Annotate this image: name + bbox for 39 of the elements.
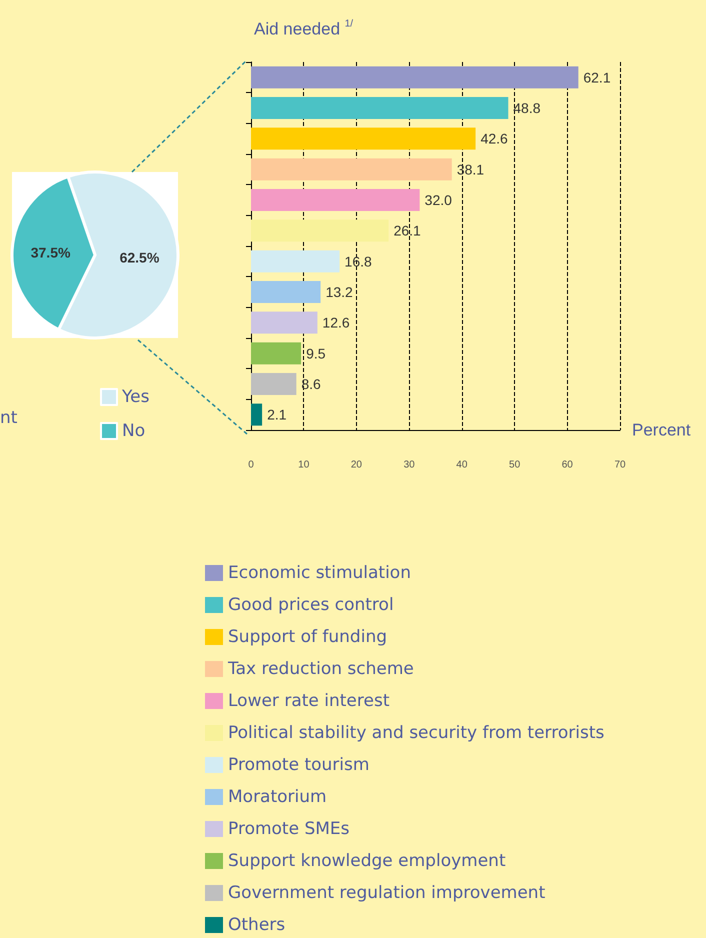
legend-label: Promote tourism xyxy=(228,755,370,775)
data-label: 32.0 xyxy=(424,192,452,208)
data-label: 37.5% xyxy=(30,244,71,260)
data-label: 42.6 xyxy=(480,130,508,147)
legend-label: Support knowledge employment xyxy=(228,851,506,871)
x-axis-title: Percent xyxy=(632,420,691,440)
chart-title: Aid needed 1/ xyxy=(254,18,354,38)
data-label: 38.1 xyxy=(456,161,484,178)
legend-label: Promote SMEs xyxy=(228,819,350,839)
data-label: 26.1 xyxy=(394,222,422,239)
x-tick-label: 50 xyxy=(509,460,521,470)
x-tick-label: 20 xyxy=(350,460,362,470)
data-label: 13.2 xyxy=(326,284,354,300)
legend-label: Lower rate interest xyxy=(228,691,390,711)
x-tick-label: 70 xyxy=(614,460,626,470)
data-label: 48.8 xyxy=(513,100,541,116)
legend-label: Moratorium xyxy=(228,787,327,807)
x-tick-label: 10 xyxy=(298,460,310,470)
data-label: 9.5 xyxy=(306,345,326,362)
legend-label: Others xyxy=(228,915,286,935)
legend-label: Government regulation improvement xyxy=(228,883,546,903)
data-label: 62.5% xyxy=(120,250,160,266)
x-tick-label: 30 xyxy=(404,460,416,470)
legend-label: Political stability and security from terrorists xyxy=(228,723,604,743)
data-label: 8.6 xyxy=(301,376,322,392)
data-label: 12.6 xyxy=(322,314,350,331)
legend-label: No xyxy=(122,421,146,441)
legend-label: Yes xyxy=(121,387,150,407)
data-label: 16.8 xyxy=(344,253,372,270)
text: nt xyxy=(0,408,18,428)
legend-label: Economic stimulation xyxy=(228,563,411,583)
data-label: 2.1 xyxy=(267,406,287,423)
legend-label: Support of funding xyxy=(228,627,388,647)
data-label: 62.1 xyxy=(583,69,611,86)
x-tick-label: 60 xyxy=(562,460,574,470)
x-tick-label: 0 xyxy=(248,460,254,470)
legend-label: Tax reduction scheme xyxy=(227,659,414,679)
legend-label: Good prices control xyxy=(228,595,394,615)
x-tick-label: 40 xyxy=(456,460,468,470)
